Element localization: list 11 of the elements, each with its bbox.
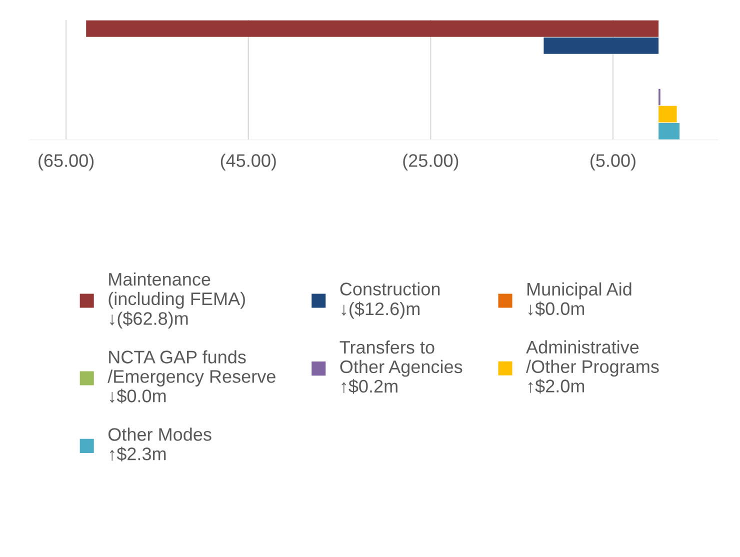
x-tick-label: (25.00): [403, 154, 458, 171]
x-tick-label: (5.00): [590, 154, 636, 171]
legend-label: NCTA GAP funds /Emergency Reserve ↓$0.0m: [108, 350, 276, 404]
x-tick-label: (65.00): [38, 154, 94, 171]
legend-label: Administrative /Other Programs ↑$2.0m: [526, 340, 659, 394]
legend-label: Transfers to Other Agencies ↑$0.2m: [340, 340, 462, 394]
legend-label: Municipal Aid ↓$0.0m: [528, 282, 632, 316]
legend-label: Construction ↓($12.6)m: [340, 282, 440, 319]
x-tick-label: (45.00): [220, 154, 276, 171]
legend-label: Maintenance (including FEMA) ↓($62.8)m: [108, 272, 245, 329]
legend-label: Other Modes ↑$2.3m: [108, 428, 212, 462]
